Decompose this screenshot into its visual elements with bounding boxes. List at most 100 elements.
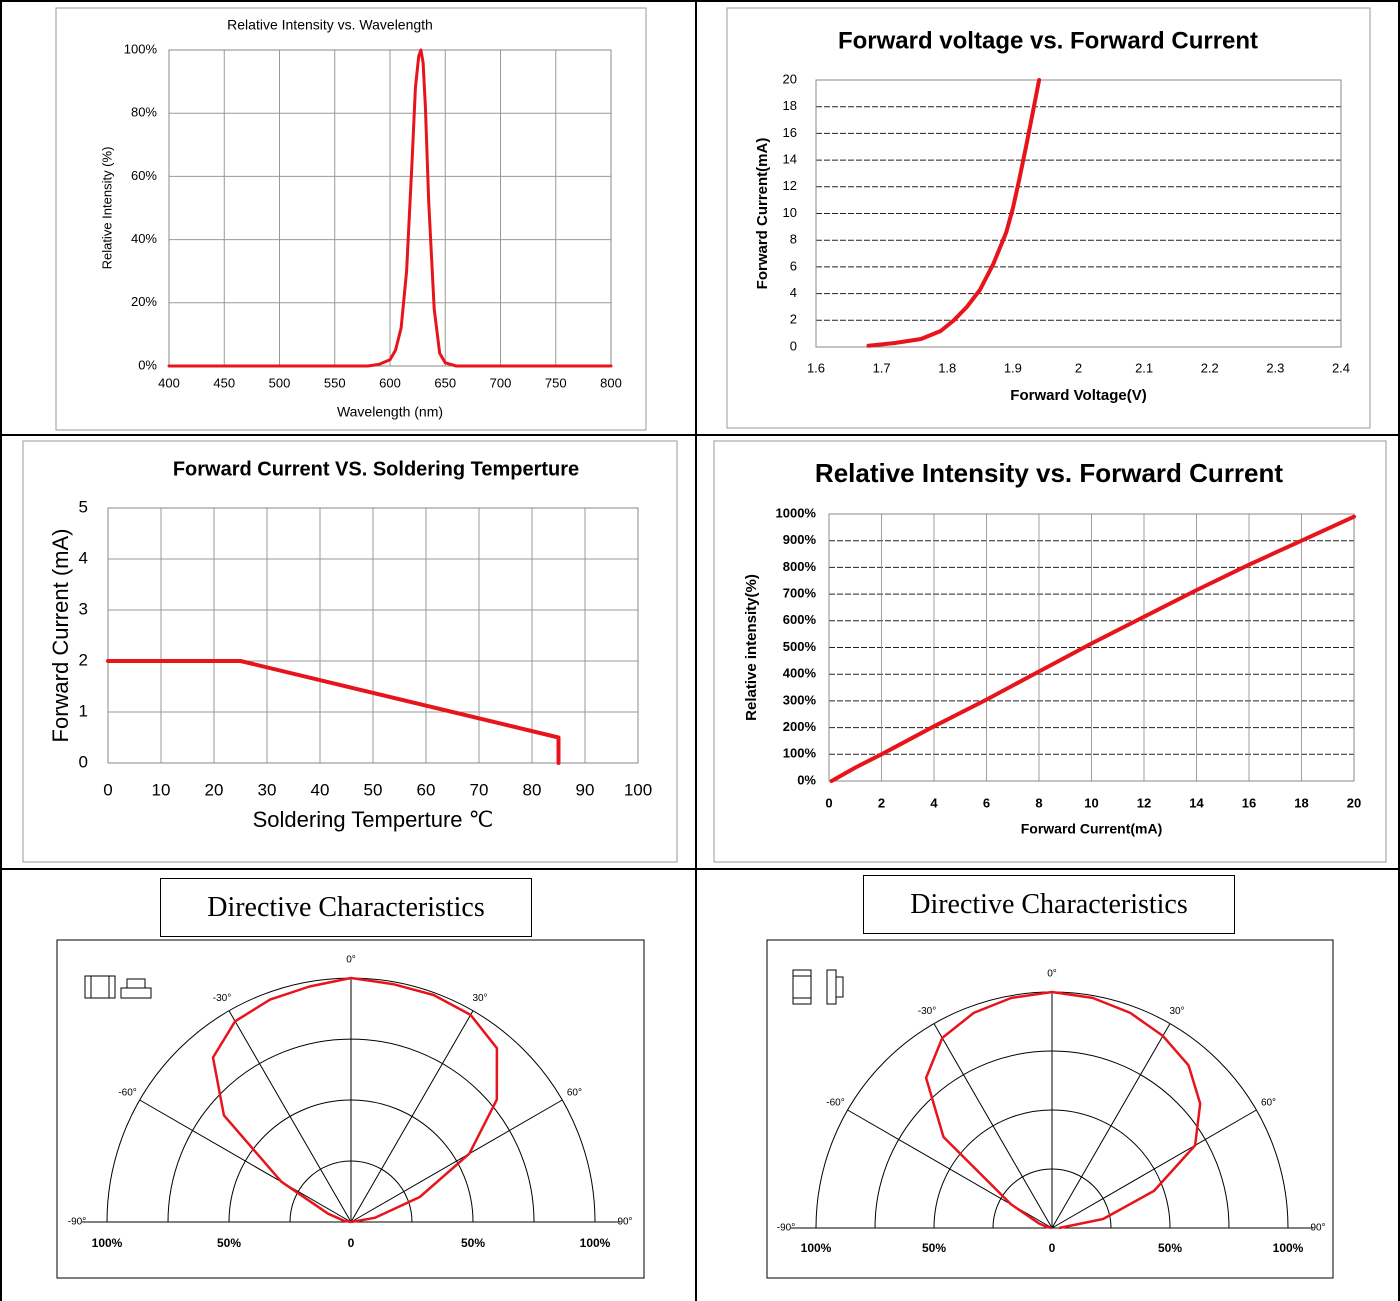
polar-left-radial-label: 100% <box>580 1236 611 1250</box>
iv-series-line <box>866 78 1042 348</box>
derating-x-tick-label: 70 <box>470 780 489 799</box>
intensity-current-y-tick-label: 100% <box>783 746 817 761</box>
spectrum-title: Relative Intensity vs. Wavelength <box>227 17 433 33</box>
polar-left-spoke <box>228 1010 352 1223</box>
spectrum-chart <box>55 7 647 431</box>
intensity-current-x-tick-label: 4 <box>930 795 938 810</box>
iv-y-tick-label: 16 <box>783 125 797 140</box>
spectrum-x-tick-label: 500 <box>269 375 291 390</box>
derating-series-line <box>106 659 561 765</box>
iv-x-tick-label: 1.8 <box>938 360 956 375</box>
derating-x-tick-label: 50 <box>364 780 383 799</box>
polar-left-angle-label: 60° <box>567 1088 582 1099</box>
iv-x-tick-label: 2.3 <box>1266 360 1284 375</box>
spectrum-series-line <box>167 48 613 368</box>
derating-x-tick-label: 80 <box>523 780 542 799</box>
iv-y-tick-label: 8 <box>790 232 797 247</box>
iv-y-tick-label: 2 <box>790 312 797 327</box>
intensity-current-x-tick-label: 10 <box>1084 795 1098 810</box>
frame-left <box>0 0 2 1301</box>
polar-left-chart <box>56 939 645 1279</box>
intensity-current-y-tick-label: 900% <box>783 532 817 547</box>
intensity-current-x-tick-label: 0 <box>825 795 832 810</box>
polar-left-radial-label: 50% <box>217 1236 241 1250</box>
derating-x-tick-label: 0 <box>103 780 112 799</box>
intensity-current-x-tick-label: 16 <box>1242 795 1256 810</box>
derating-x-tick-label: 100 <box>624 780 652 799</box>
iv-x-tick-label: 2 <box>1075 360 1082 375</box>
spectrum-x-tick-label: 650 <box>434 375 456 390</box>
spectrum-x-tick-label: 800 <box>600 375 622 390</box>
intensity-current-plot-area <box>828 513 1355 782</box>
derating-x-tick-label: 10 <box>152 780 171 799</box>
iv-y-tick-label: 4 <box>790 285 797 300</box>
iv-title: Forward voltage vs. Forward Current <box>838 27 1258 54</box>
derating-y-tick-label: 4 <box>79 548 88 567</box>
polar-left-pattern-curve <box>211 976 499 1224</box>
derating-x-tick-label: 60 <box>417 780 436 799</box>
polar-right-title: Directive Characteristics <box>863 875 1235 934</box>
spectrum-x-tick-label: 550 <box>324 375 346 390</box>
polar-right-angle-label: 0° <box>1047 969 1057 980</box>
polar-right-chart <box>766 939 1334 1279</box>
spectrum-y-axis-label: Relative Intensity (%) <box>99 147 114 270</box>
iv-x-tick-label: 1.7 <box>873 360 891 375</box>
frame-divider-h1 <box>0 434 1400 436</box>
polar-left-angle-label: -60° <box>118 1088 136 1099</box>
iv-x-tick-label: 2.4 <box>1332 360 1350 375</box>
led-package-top-icon <box>84 975 116 999</box>
led-package-side-icon <box>120 987 152 999</box>
polar-left-radial-label: 50% <box>461 1236 485 1250</box>
intensity-current-y-tick-label: 300% <box>783 692 817 707</box>
polar-left-radial-label: 0 <box>348 1236 355 1250</box>
intensity-current-x-tick-label: 2 <box>878 795 885 810</box>
spectrum-x-tick-label: 450 <box>213 375 235 390</box>
polar-right-radial-label: 0 <box>1049 1241 1056 1255</box>
spectrum-panel <box>55 7 647 431</box>
spectrum-x-axis-label: Wavelength (nm) <box>337 404 443 420</box>
intensity-current-y-tick-label: 0% <box>797 772 816 787</box>
iv-x-tick-label: 1.9 <box>1004 360 1022 375</box>
iv-y-tick-label: 6 <box>790 258 797 273</box>
polar-left-radial-label: 100% <box>92 1236 123 1250</box>
derating-panel <box>22 440 678 863</box>
spectrum-y-tick-label: 0% <box>138 357 157 372</box>
intensity-current-panel <box>713 440 1387 863</box>
intensity-current-y-tick-label: 700% <box>783 586 817 601</box>
iv-y-tick-label: 12 <box>783 178 797 193</box>
spectrum-y-tick-label: 20% <box>131 294 157 309</box>
derating-x-tick-label: 30 <box>258 780 277 799</box>
intensity-current-x-tick-label: 8 <box>1035 795 1042 810</box>
polar-left-spoke <box>350 1010 474 1223</box>
spectrum-y-tick-label: 60% <box>131 168 157 183</box>
spectrum-y-tick-label: 100% <box>124 41 158 56</box>
polar-right-radial-label: 100% <box>801 1241 832 1255</box>
derating-chart <box>22 440 678 863</box>
derating-y-axis-label: Forward Current (mA) <box>48 529 73 743</box>
spectrum-x-tick-label: 400 <box>158 375 180 390</box>
derating-y-tick-label: 3 <box>79 599 88 618</box>
derating-x-tick-label: 40 <box>311 780 330 799</box>
polar-left-angle-label: -90° <box>68 1217 86 1228</box>
iv-y-tick-label: 0 <box>790 338 797 353</box>
polar-right-angle-label: -90° <box>777 1223 795 1234</box>
derating-y-tick-label: 1 <box>79 701 88 720</box>
iv-x-axis-label: Forward Voltage(V) <box>1010 387 1146 404</box>
iv-y-tick-label: 18 <box>783 98 797 113</box>
iv-y-tick-label: 10 <box>783 205 797 220</box>
frame-top <box>0 0 1400 2</box>
spectrum-x-tick-label: 700 <box>490 375 512 390</box>
derating-x-tick-label: 90 <box>576 780 595 799</box>
polar-left-angle-label: 90° <box>617 1217 632 1228</box>
intensity-current-y-tick-label: 400% <box>783 666 817 681</box>
iv-plot-area <box>815 79 1342 348</box>
frame-right <box>1398 0 1400 1301</box>
spectrum-y-tick-label: 80% <box>131 105 157 120</box>
intensity-current-title: Relative Intensity vs. Forward Current <box>815 458 1283 488</box>
polar-right-angle-label: 60° <box>1261 1098 1276 1109</box>
intensity-current-y-tick-label: 600% <box>783 612 817 627</box>
led-package-side-icon <box>835 976 844 998</box>
polar-right-pattern-curve <box>924 990 1202 1230</box>
